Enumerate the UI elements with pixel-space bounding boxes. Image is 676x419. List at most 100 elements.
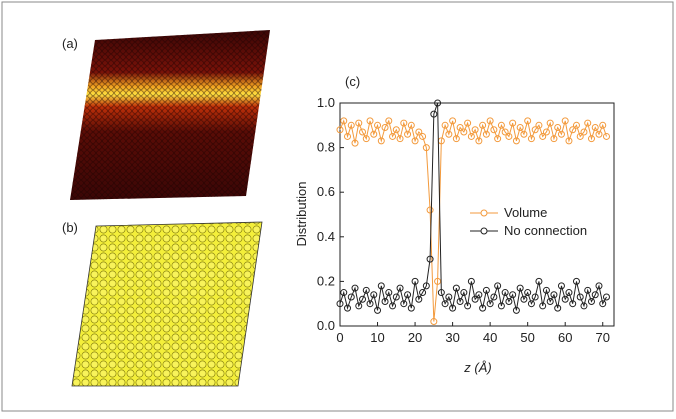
data-point: [422, 282, 430, 290]
data-point: [362, 286, 370, 294]
data-point: [351, 139, 359, 147]
data-point: [415, 128, 423, 136]
data-point: [494, 282, 502, 290]
data-point: [591, 124, 599, 132]
data-point: [497, 302, 505, 310]
data-point: [602, 132, 610, 140]
data-point: [479, 304, 487, 312]
data-point: [475, 137, 483, 145]
data-point: [359, 128, 367, 136]
data-point: [400, 119, 408, 127]
x-tick-label: 0: [336, 330, 343, 345]
data-point: [524, 289, 532, 297]
data-point: [587, 135, 595, 143]
y-tick-label: 0.2: [317, 273, 335, 288]
data-point: [550, 135, 558, 143]
data-point: [452, 284, 460, 292]
data-point: [531, 293, 539, 301]
x-tick-label: 60: [558, 330, 572, 345]
data-point: [370, 130, 378, 138]
data-point: [591, 291, 599, 299]
legend-marker: [480, 227, 488, 235]
data-point: [569, 300, 577, 308]
data-point: [501, 128, 509, 136]
data-point: [486, 117, 494, 125]
data-point: [580, 302, 588, 310]
data-point: [509, 119, 517, 127]
data-point: [456, 297, 464, 305]
panel-a-texture: [70, 30, 270, 200]
data-point: [340, 117, 348, 125]
data-point: [512, 306, 520, 314]
data-point: [535, 277, 543, 285]
data-point: [550, 291, 558, 299]
data-point: [595, 130, 603, 138]
data-point: [467, 132, 475, 140]
data-point: [344, 304, 352, 312]
data-point: [430, 110, 438, 118]
data-point: [456, 124, 464, 132]
data-point: [482, 286, 490, 294]
data-point: [396, 135, 404, 143]
data-point: [347, 121, 355, 129]
data-point: [460, 289, 468, 297]
data-point: [557, 282, 565, 290]
series-line: [339, 119, 607, 322]
data-point: [572, 277, 580, 285]
data-point: [441, 121, 449, 129]
data-point: [460, 128, 468, 136]
plot-frame: [339, 102, 615, 327]
data-point: [359, 295, 367, 303]
legend-label: Volume: [504, 205, 547, 220]
data-point: [599, 121, 607, 129]
data-point: [505, 132, 513, 140]
data-point: [482, 130, 490, 138]
data-point: [565, 289, 573, 297]
data-point: [494, 135, 502, 143]
panel-label: (c): [345, 74, 360, 89]
data-point: [580, 128, 588, 136]
data-point: [576, 132, 584, 140]
data-point: [441, 300, 449, 308]
panel-b-image: [71, 221, 263, 387]
data-point: [381, 297, 389, 305]
data-point: [490, 293, 498, 301]
data-point: [426, 255, 434, 263]
panel-label: (b): [62, 220, 78, 235]
data-point: [475, 291, 483, 299]
data-point: [434, 99, 442, 107]
data-point: [370, 291, 378, 299]
data-point: [539, 302, 547, 310]
data-point: [557, 130, 565, 138]
data-point: [404, 130, 412, 138]
x-tick-label: 30: [445, 330, 459, 345]
data-point: [381, 124, 389, 132]
y-tick-label: 0.6: [317, 184, 335, 199]
data-point: [426, 206, 434, 214]
data-point: [392, 293, 400, 301]
data-point: [531, 126, 539, 134]
data-point: [602, 293, 610, 301]
data-point: [355, 302, 363, 310]
data-point: [527, 300, 535, 308]
data-point: [336, 126, 344, 134]
data-point: [554, 304, 562, 312]
data-point: [584, 119, 592, 127]
data-point: [554, 124, 562, 132]
y-axis-label: Distribution: [294, 181, 309, 246]
data-point: [524, 117, 532, 125]
data-point: [434, 277, 442, 285]
data-point: [377, 137, 385, 145]
y-tick-label: 1.0: [317, 95, 335, 110]
data-point: [377, 282, 385, 290]
data-point: [561, 117, 569, 125]
data-point: [546, 119, 554, 127]
data-point: [490, 126, 498, 134]
data-point: [355, 119, 363, 127]
data-point: [565, 137, 573, 145]
data-point: [542, 286, 550, 294]
data-point: [527, 135, 535, 143]
data-point: [400, 300, 408, 308]
data-point: [595, 282, 603, 290]
